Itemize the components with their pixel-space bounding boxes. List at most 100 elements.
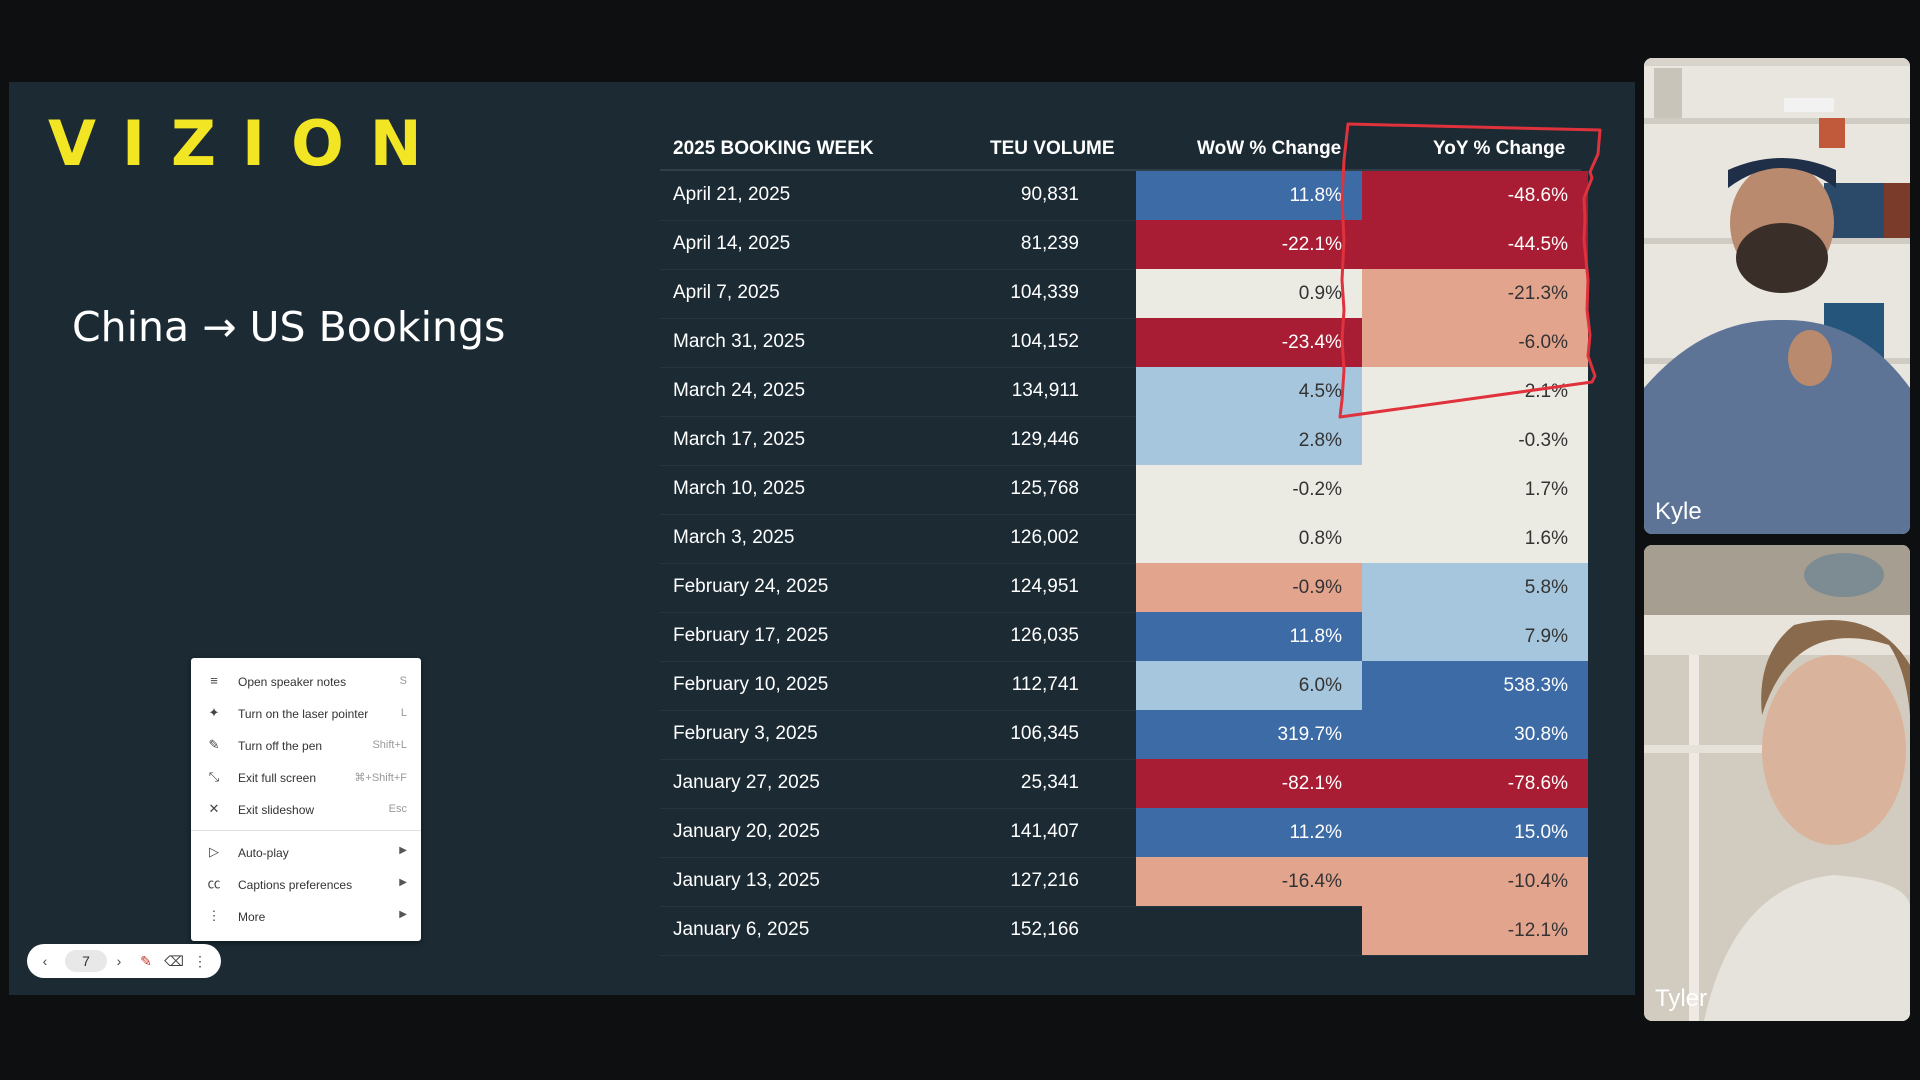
menu-item-turn-off-pen[interactable]: ✎ Turn off the pen Shift+L: [191, 730, 421, 762]
yoy-change-cell: -78.6%: [1362, 759, 1588, 808]
wow-change-cell: -82.1%: [1136, 759, 1362, 808]
wow-change-cell: -0.2%: [1136, 465, 1362, 514]
menu-item-auto-play[interactable]: ▷ Auto-play ▶: [191, 837, 421, 869]
booking-week-cell: March 31, 2025: [673, 331, 806, 352]
slideshow-toolbar: ‹ 7 › ✎ ⌫ ⋮: [27, 944, 221, 978]
table-row: February 3, 2025 106,345 319.7% 30.8%: [660, 710, 1588, 760]
booking-week-cell: March 3, 2025: [673, 527, 795, 548]
wow-change-cell: -16.4%: [1136, 857, 1362, 906]
yoy-change-cell: -0.3%: [1362, 416, 1588, 465]
menu-item-open-speaker-notes[interactable]: ≡ Open speaker notes S: [191, 666, 421, 698]
yoy-change-cell: 2.1%: [1362, 367, 1588, 416]
yoy-change-cell: 538.3%: [1362, 661, 1588, 710]
wow-change-cell: 4.5%: [1136, 367, 1362, 416]
wow-change-cell: 11.8%: [1136, 612, 1362, 661]
yoy-change-cell: 7.9%: [1362, 612, 1588, 661]
wow-change-cell: 2.8%: [1136, 416, 1362, 465]
yoy-change-cell: -44.5%: [1362, 220, 1588, 269]
table-row: March 31, 2025 104,152 -23.4% -6.0%: [660, 318, 1588, 368]
wow-change-cell: -0.9%: [1136, 563, 1362, 612]
wow-change-cell: 11.2%: [1136, 808, 1362, 857]
yoy-change-cell: 5.8%: [1362, 563, 1588, 612]
teu-volume-cell: 106,345: [1010, 723, 1079, 744]
wow-change-cell: 319.7%: [1136, 710, 1362, 759]
wow-change-cell: -23.4%: [1136, 318, 1362, 367]
table-row: April 7, 2025 104,339 0.9% -21.3%: [660, 269, 1588, 319]
more-icon: ⋮: [207, 908, 221, 923]
page-number[interactable]: 7: [65, 950, 107, 972]
more-options-icon[interactable]: ⋮: [193, 953, 207, 969]
participant-video: [1644, 545, 1910, 1021]
wow-change-cell: [1136, 906, 1362, 955]
yoy-change-cell: -6.0%: [1362, 318, 1588, 367]
table-row: February 10, 2025 112,741 6.0% 538.3%: [660, 661, 1588, 711]
menu-item-captions-preferences[interactable]: ㏄ Captions preferences ▶: [207, 876, 407, 892]
teu-volume-cell: 129,446: [1010, 429, 1079, 450]
video-tile-kyle[interactable]: Kyle: [1644, 58, 1910, 534]
teu-volume-cell: 126,035: [1010, 625, 1079, 646]
teu-volume-cell: 127,216: [1010, 870, 1079, 891]
previous-slide-button[interactable]: ‹: [42, 953, 48, 969]
header-yoy-change: YoY % Change: [1433, 138, 1566, 159]
table-row: March 17, 2025 129,446 2.8% -0.3%: [660, 416, 1588, 466]
header-teu-volume: TEU VOLUME: [990, 138, 1115, 159]
wow-change-cell: -22.1%: [1136, 220, 1362, 269]
yoy-change-cell: -12.1%: [1362, 906, 1588, 955]
booking-week-cell: April 14, 2025: [673, 233, 791, 254]
menu-item-laser-pointer[interactable]: ✦ Turn on the laser pointer L: [191, 698, 421, 730]
yoy-change-cell: -10.4%: [1362, 857, 1588, 906]
table-row: January 6, 2025 152,166 -12.1%: [660, 906, 1588, 956]
teu-volume-cell: 152,166: [1010, 919, 1079, 940]
close-icon: ✕: [208, 801, 220, 816]
yoy-change-cell: 30.8%: [1362, 710, 1588, 759]
booking-week-cell: April 7, 2025: [673, 282, 780, 303]
next-slide-button[interactable]: ›: [116, 953, 122, 969]
booking-week-cell: March 17, 2025: [673, 429, 806, 450]
participant-name: Tyler: [1655, 985, 1708, 1012]
submenu-arrow-icon: ▶: [399, 877, 407, 888]
teu-volume-cell: 90,831: [1020, 184, 1079, 205]
header-wow-change: WoW % Change: [1197, 138, 1342, 159]
menu-item-exit-slideshow[interactable]: ✕ Exit slideshow Esc: [191, 794, 421, 826]
booking-week-cell: February 17, 2025: [673, 625, 829, 646]
booking-week-cell: February 24, 2025: [673, 576, 829, 597]
vizion-logo: VIZION: [48, 107, 448, 180]
laser-pointer-icon: ✦: [208, 705, 220, 720]
teu-volume-cell: 126,002: [1010, 527, 1079, 548]
booking-week-cell: April 21, 2025: [673, 184, 791, 205]
teu-volume-cell: 112,741: [1011, 674, 1079, 695]
pen-icon: ✎: [208, 737, 220, 752]
table-row: April 14, 2025 81,239 -22.1% -44.5%: [660, 220, 1588, 270]
participant-name: Kyle: [1655, 498, 1702, 525]
menu-item-exit-full-screen[interactable]: ⤡ Exit full screen ⌘+Shift+F: [191, 762, 421, 794]
play-icon: ▷: [209, 844, 219, 859]
wow-change-cell: 0.9%: [1136, 269, 1362, 318]
table-header: 2025 BOOKING WEEK TEU VOLUME WoW % Chang…: [660, 120, 1581, 171]
yoy-change-cell: 15.0%: [1362, 808, 1588, 857]
table-row: February 17, 2025 126,035 11.8% 7.9%: [660, 612, 1588, 662]
submenu-arrow-icon: ▶: [399, 845, 407, 856]
exit-fullscreen-icon: ⤡: [208, 769, 220, 784]
booking-week-cell: January 20, 2025: [673, 821, 820, 842]
table-row: March 3, 2025 126,002 0.8% 1.6%: [660, 514, 1588, 564]
yoy-change-cell: 1.6%: [1362, 514, 1588, 563]
booking-week-cell: February 10, 2025: [673, 674, 829, 695]
booking-week-cell: March 24, 2025: [673, 380, 806, 401]
table-row: March 24, 2025 134,911 4.5% 2.1%: [660, 367, 1588, 417]
teu-volume-cell: 125,768: [1010, 478, 1079, 499]
wow-change-cell: 6.0%: [1136, 661, 1362, 710]
pen-icon[interactable]: ✎: [140, 953, 152, 969]
teu-volume-cell: 141,407: [1010, 821, 1079, 842]
participant-video: [1644, 58, 1910, 534]
booking-week-cell: January 27, 2025: [673, 772, 820, 793]
wow-change-cell: 0.8%: [1136, 514, 1362, 563]
notes-icon: ≡: [210, 673, 218, 688]
teu-volume-cell: 81,239: [1020, 233, 1079, 254]
captions-icon: ㏄: [207, 876, 221, 891]
video-tile-tyler[interactable]: Tyler: [1644, 545, 1910, 1021]
yoy-change-cell: -48.6%: [1362, 171, 1588, 220]
booking-week-cell: March 10, 2025: [673, 478, 806, 499]
table-row: January 20, 2025 141,407 11.2% 15.0%: [660, 808, 1588, 858]
eraser-icon[interactable]: ⌫: [164, 953, 184, 969]
menu-item-more[interactable]: ⋮ More ▶: [207, 908, 408, 924]
